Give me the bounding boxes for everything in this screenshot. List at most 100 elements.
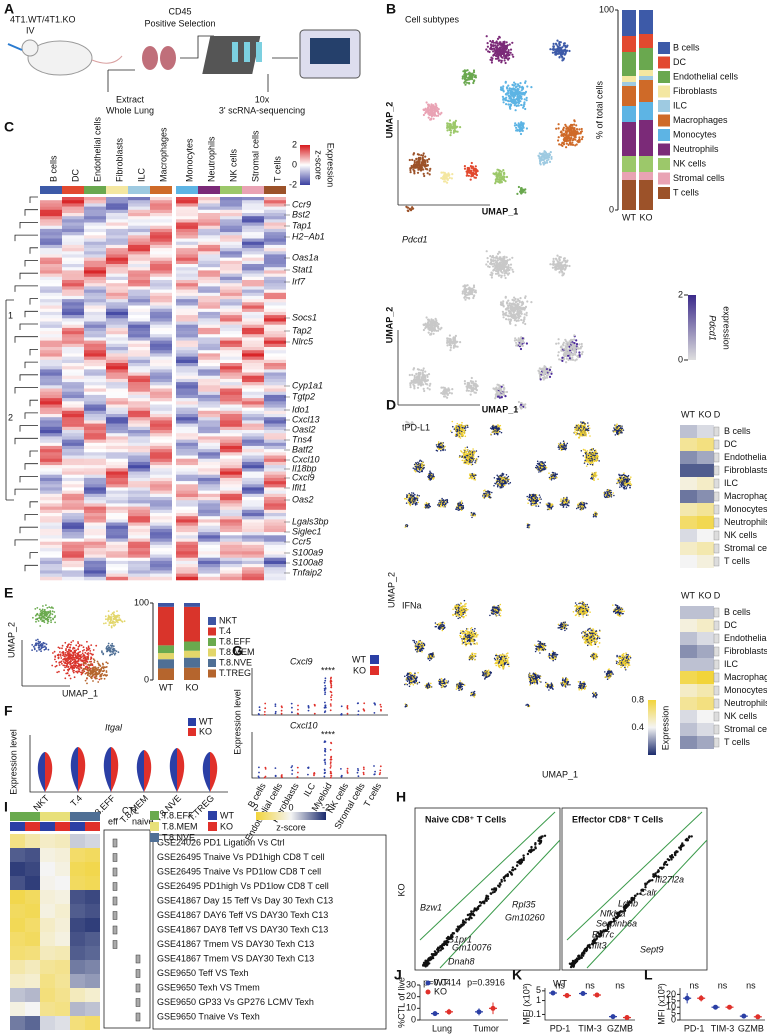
heatmap-cell [150,356,172,361]
heatmap-cell [198,388,220,392]
heatmap-cell [198,302,220,306]
heatmap-cell [220,197,242,201]
umap-point [468,290,472,293]
heatmap-cell [106,516,128,520]
heatmap-cell [84,452,106,456]
heatmap-cell [62,197,84,201]
heatmap-cell [264,280,286,284]
heatmap-cell [84,471,106,475]
umap-point [498,178,501,181]
umap-point [485,48,488,51]
heatmap-cell [62,522,84,526]
heatmap-cell [264,474,286,479]
heatmap-cell [62,315,84,319]
heatmap-cell [150,404,172,408]
umap-point [505,53,508,56]
heatmap-cell [62,436,84,440]
heatmap-cell [264,573,286,578]
heatmap-cell [128,197,150,201]
heatmap-cell [62,225,84,230]
heatmap-cell [150,477,172,482]
umap-point [505,47,508,50]
umap-point [494,425,496,428]
heatmap-cell [128,321,150,325]
umap-point [545,159,549,162]
umap-point [552,42,555,46]
heatmap-cell [62,455,84,459]
umap-point [457,427,459,430]
heatmap-cell [176,289,198,294]
heatmap-cell [150,197,172,201]
gene-label: Tnfaip2 [292,567,322,577]
heatmap-cell [106,525,128,530]
heatmap-cell [176,394,198,399]
heatmap-cell [242,544,264,549]
heatmap-cell [242,372,264,376]
heatmap-cell [198,257,220,262]
heatmap-cell [150,519,172,523]
dendrogram [24,514,38,521]
heatmap-cell [150,544,172,549]
heatmap-cell [62,219,84,223]
heatmap-cell [176,519,198,523]
heatmap-cell [40,219,62,223]
column-annotation [40,186,62,194]
heatmap-cell [150,206,172,211]
heatmap-cell [62,213,84,217]
umap-point [554,53,557,56]
umap-point [454,334,457,337]
umap-point [511,41,514,44]
heatmap-cell [264,394,286,399]
umap-point [520,403,523,406]
umap-point [432,328,435,331]
umap-point [560,268,563,271]
heatmap-cell [198,267,220,271]
heatmap-cell [264,347,286,351]
umap-point [430,320,433,323]
bar-segment [622,172,636,180]
bar-segment [639,180,653,210]
umap-point [473,451,475,453]
heatmap-cell [128,458,150,463]
umap-point [524,406,527,409]
umap-point [466,168,469,171]
umap-point [504,295,507,298]
umap-point [576,131,579,134]
umap-point [562,273,565,276]
heatmap-cell [242,497,264,501]
gene-label: Stat1 [292,264,313,274]
heatmap-cell [242,225,264,230]
umap-point [497,53,500,57]
umap-point [562,257,566,260]
heatmap-cell [220,327,242,332]
heatmap-cell [84,497,106,501]
umap-point [469,474,471,477]
heatmap-cell [264,254,286,258]
heatmap-cell [264,366,286,370]
gene-label: Ccr9 [292,199,311,209]
heatmap-cell [128,375,150,380]
umap-point [441,442,444,445]
heatmap-cell [150,500,172,504]
heatmap-cell [128,513,150,517]
umap-point [509,48,513,51]
heatmap-cell [150,564,172,568]
heatmap-cell [150,260,172,265]
umap-point [472,286,476,289]
umap-point [568,142,571,145]
heatmap-cell [220,228,242,233]
heatmap-cell [220,445,242,450]
umap-point [497,55,500,58]
umap-point [516,192,519,195]
heatmap-cell [40,200,62,204]
umap-point [427,158,431,161]
heatmap-cell [40,477,62,482]
heatmap-cell [220,340,242,345]
umap-point [518,128,521,131]
heatmap-cell [84,503,106,507]
heatmap-cell [242,548,264,552]
panel-label: D [386,397,396,413]
umap-point [557,47,560,50]
umap-point [508,53,511,56]
heatmap-cell [150,248,172,252]
